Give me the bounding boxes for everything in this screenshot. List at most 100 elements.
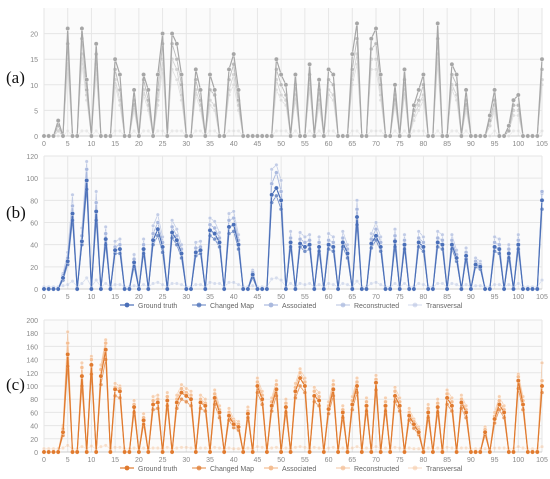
data-point (236, 446, 241, 451)
data-point (411, 128, 416, 133)
data-point (55, 286, 61, 292)
data-point (445, 388, 450, 393)
data-point (122, 449, 128, 455)
data-point (492, 282, 497, 287)
data-point (421, 234, 426, 239)
data-point (212, 281, 217, 286)
data-point (383, 133, 388, 139)
data-point (221, 286, 227, 292)
data-point (146, 128, 151, 133)
data-point (278, 449, 284, 455)
data-point (117, 246, 123, 252)
data-point (530, 286, 535, 292)
data-point (364, 446, 369, 451)
data-point (193, 249, 199, 255)
data-point (321, 133, 327, 139)
data-point (231, 215, 236, 221)
data-point (164, 133, 170, 139)
data-point (231, 128, 236, 133)
y-tick-label: 60 (30, 410, 38, 417)
data-point (269, 133, 275, 139)
data-point (439, 133, 445, 139)
data-point (340, 229, 345, 234)
data-point (497, 394, 502, 399)
data-point (245, 405, 250, 410)
data-point (297, 383, 303, 389)
data-point (411, 102, 417, 108)
data-point (250, 283, 255, 288)
data-point (298, 444, 303, 449)
data-point (269, 277, 274, 282)
data-point (355, 376, 360, 381)
data-point (84, 167, 89, 172)
data-point (359, 133, 365, 139)
data-point (515, 92, 521, 98)
data-point (355, 198, 360, 203)
data-point (468, 286, 474, 292)
data-point (207, 280, 212, 285)
data-point (198, 393, 203, 398)
data-point (283, 401, 289, 406)
data-point (368, 449, 374, 455)
data-point (383, 395, 388, 400)
data-point (383, 446, 388, 451)
data-point (487, 113, 493, 118)
data-point (373, 26, 379, 31)
data-point (311, 393, 317, 399)
data-point (274, 193, 279, 199)
data-point (240, 286, 246, 292)
data-point (473, 262, 478, 267)
data-point (416, 239, 422, 245)
x-tick-label: 70 (372, 457, 380, 464)
series-a-0 (41, 20, 545, 139)
x-tick-label: 55 (301, 457, 309, 464)
data-point (221, 449, 227, 455)
data-point (445, 445, 450, 450)
data-point (292, 72, 298, 78)
data-point (331, 382, 336, 387)
data-point (349, 402, 355, 407)
data-point (302, 234, 307, 239)
data-point (198, 446, 203, 451)
data-point (145, 449, 151, 455)
data-point (506, 242, 511, 247)
data-point (198, 87, 203, 93)
data-point (425, 286, 431, 292)
data-point (368, 241, 374, 247)
data-point (94, 278, 99, 283)
data-point (435, 128, 440, 133)
data-point (164, 398, 170, 403)
data-point (326, 231, 331, 236)
x-tick-label: 85 (443, 141, 451, 148)
data-point (369, 281, 374, 286)
data-point (439, 449, 445, 455)
data-point (179, 128, 184, 133)
data-point (264, 286, 270, 292)
data-point (473, 449, 478, 455)
data-point (454, 255, 459, 261)
data-point (383, 399, 388, 404)
data-point (155, 128, 160, 133)
x-tick-label: 45 (254, 141, 262, 148)
series-c-0 (41, 347, 545, 455)
data-point (478, 283, 483, 288)
x-tick-label: 105 (536, 294, 548, 301)
data-point (74, 286, 80, 292)
data-point (326, 128, 331, 133)
x-tick-label: 90 (467, 457, 475, 464)
data-point (354, 379, 360, 385)
data-point (477, 264, 483, 270)
data-point (141, 282, 146, 287)
data-point (212, 231, 218, 237)
data-point (316, 77, 322, 83)
data-point (274, 170, 279, 175)
data-point (98, 373, 104, 379)
data-point (136, 286, 142, 292)
data-point (122, 286, 128, 292)
data-point (331, 240, 336, 245)
data-point (169, 230, 175, 235)
data-point (231, 51, 237, 57)
data-point (56, 133, 61, 138)
data-point (150, 402, 156, 407)
data-point (198, 282, 203, 287)
